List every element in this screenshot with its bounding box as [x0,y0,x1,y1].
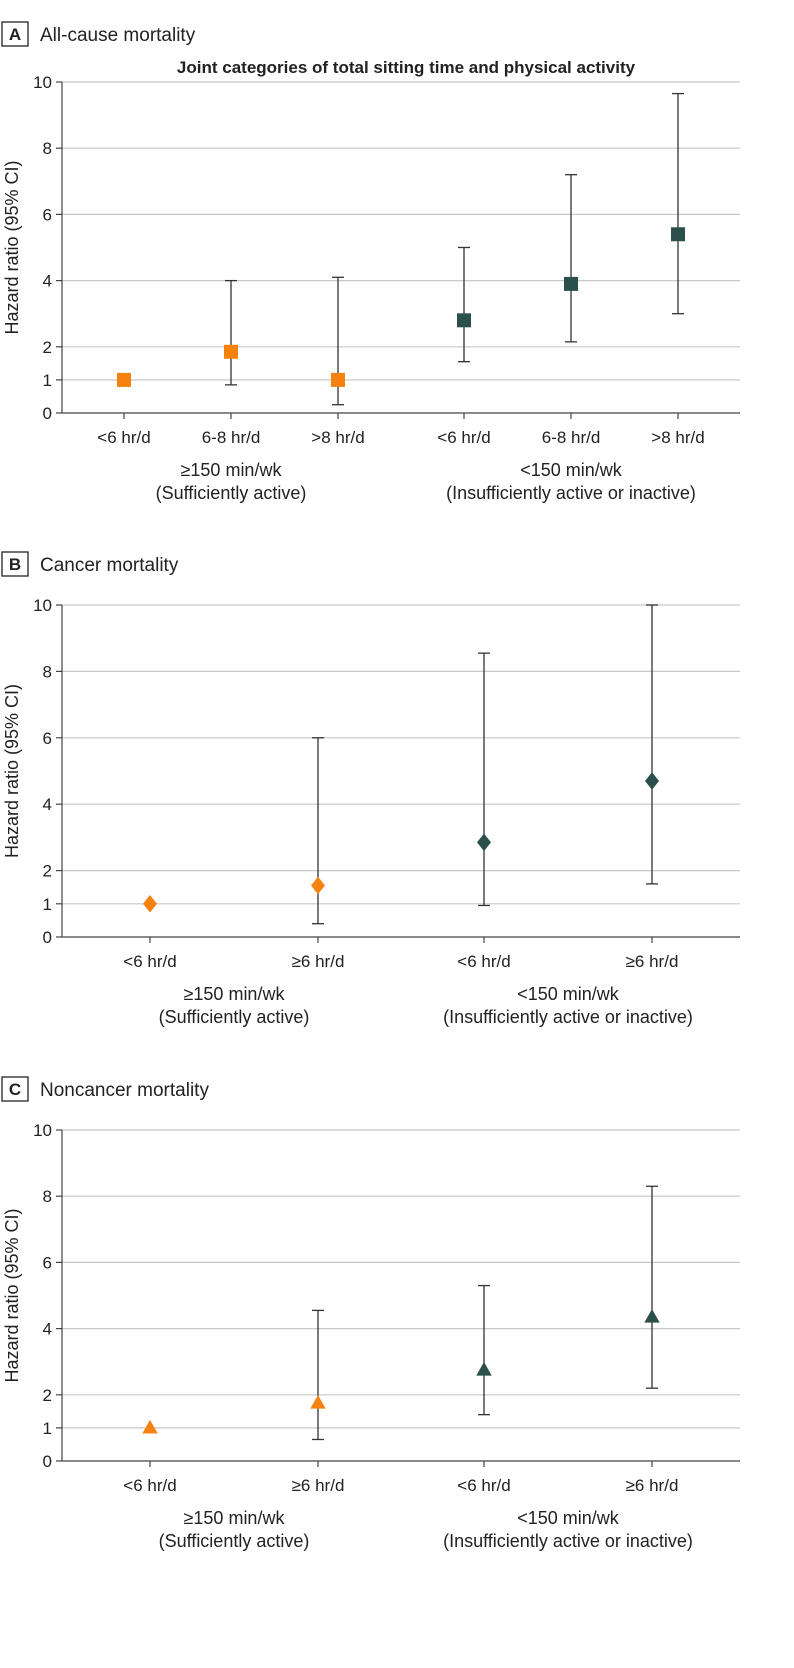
x-tick-label: <6 hr/d [123,1476,176,1495]
x-tick-label: 6-8 hr/d [202,428,261,447]
y-tick-label: 2 [43,338,52,357]
group-label: ≥150 min/wk [181,460,283,480]
hazard-ratio-marker [476,1361,492,1376]
y-tick-label: 0 [43,1452,52,1471]
x-tick-label: <6 hr/d [437,428,490,447]
x-tick-label: ≥6 hr/d [292,1476,345,1495]
hazard-ratio-marker [311,876,325,895]
y-tick-label: 1 [43,895,52,914]
x-tick-label: 6-8 hr/d [542,428,601,447]
y-tick-label: 10 [33,596,52,615]
panel-letter: C [9,1080,21,1099]
y-tick-label: 1 [43,371,52,390]
group-label: ≥150 min/wk [184,984,286,1004]
hazard-ratio-marker [117,372,131,387]
hazard-ratio-marker [224,344,238,359]
y-tick-label: 1 [43,1419,52,1438]
panel-letter: A [9,25,21,44]
y-tick-label: 8 [43,662,52,681]
y-axis-label: Hazard ratio (95% CI) [2,1208,22,1382]
hazard-ratio-marker [564,276,578,291]
panel-title: Noncancer mortality [40,1080,209,1101]
panel-letter-box [1,21,29,47]
group-label: ≥150 min/wk [184,1508,286,1528]
x-tick-label: >8 hr/d [651,428,704,447]
panel-title: Cancer mortality [40,555,179,576]
panel-b: B Cancer mortality 0 1 2 4 6 8 10 Hazard ratio (9… [1,551,740,1027]
group-description: (Insufficiently active or inactive) [446,483,696,503]
x-tick-label: ≥6 hr/d [626,1476,679,1495]
hazard-ratio-marker [331,372,345,387]
x-tick-label: <6 hr/d [457,1476,510,1495]
hazard-ratio-marker [142,1419,158,1434]
y-tick-label: 8 [43,1187,52,1206]
hazard-ratio-marker [457,313,471,328]
hazard-ratio-marker [310,1395,326,1409]
y-tick-label: 10 [33,73,52,92]
group-description: (Sufficiently active) [156,483,307,503]
x-tick-label: <6 hr/d [97,428,150,447]
y-axis-label: Hazard ratio (95% CI) [2,684,22,858]
y-tick-label: 6 [43,729,52,748]
group-label: <150 min/wk [517,1508,620,1528]
y-tick-label: 0 [43,404,52,423]
x-tick-label: <6 hr/d [123,952,176,971]
x-tick-label: ≥6 hr/d [626,952,679,971]
y-tick-label: 6 [43,205,52,224]
y-tick-label: 6 [43,1253,52,1272]
panel-letter: B [9,555,21,574]
group-description: (Sufficiently active) [159,1007,310,1027]
chart-subtitle: Joint categories of total sitting time a… [177,58,636,77]
hazard-ratio-marker [671,227,685,242]
group-description: (Sufficiently active) [159,1531,310,1551]
y-tick-label: 2 [43,862,52,881]
y-tick-label: 4 [43,1320,52,1339]
x-tick-label: >8 hr/d [311,428,364,447]
x-tick-label: <6 hr/d [457,952,510,971]
y-tick-label: 10 [33,1121,52,1140]
panel-title: All-cause mortality [40,25,196,46]
hazard-ratio-marker [644,1308,660,1323]
y-tick-label: 4 [43,272,52,291]
hazard-ratio-marker [477,833,491,852]
panel-a: A All-cause mortality Joint categories of … [1,21,740,503]
y-tick-label: 8 [43,139,52,158]
y-tick-label: 0 [43,928,52,947]
y-axis-label: Hazard ratio (95% CI) [2,160,22,334]
group-label: <150 min/wk [520,460,623,480]
hazard-ratio-marker [143,895,157,913]
panel-c: C Noncancer mortality 0 1 2 4 6 8 10 Hazard ratio… [1,1076,740,1551]
hazard-ratio-marker [645,772,659,790]
panel-letter-box [1,551,29,577]
x-tick-label: ≥6 hr/d [292,952,345,971]
y-tick-label: 4 [43,795,52,814]
y-tick-label: 2 [43,1386,52,1405]
panel-letter-box [1,1076,29,1102]
group-description: (Insufficiently active or inactive) [443,1531,693,1551]
group-description: (Insufficiently active or inactive) [443,1007,693,1027]
group-label: <150 min/wk [517,984,620,1004]
